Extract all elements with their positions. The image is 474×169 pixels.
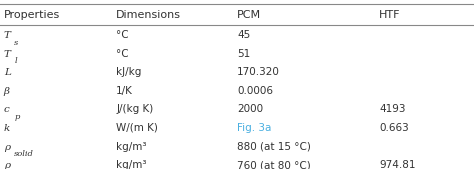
Text: k: k [4,124,10,133]
Text: °C: °C [116,30,129,40]
Text: PCM: PCM [237,10,261,20]
Text: kJ/kg: kJ/kg [116,67,142,77]
Text: °C: °C [116,49,129,59]
Text: ρ: ρ [4,161,10,169]
Text: Properties: Properties [4,10,60,20]
Text: kg/m³: kg/m³ [116,142,146,152]
Text: 1/K: 1/K [116,86,133,96]
Text: J/(kg K): J/(kg K) [116,104,154,114]
Text: ρ: ρ [4,143,10,152]
Text: Fig. 3a: Fig. 3a [237,123,272,133]
Text: W/(m K): W/(m K) [116,123,158,133]
Text: 760 (at 80 °C): 760 (at 80 °C) [237,160,311,169]
Text: Dimensions: Dimensions [116,10,181,20]
Text: kg/m³: kg/m³ [116,160,146,169]
Text: 0.0006: 0.0006 [237,86,273,96]
Text: 880 (at 15 °C): 880 (at 15 °C) [237,142,311,152]
Text: 974.81: 974.81 [379,160,416,169]
Text: 45: 45 [237,30,250,40]
Text: 170.320: 170.320 [237,67,280,77]
Text: 51: 51 [237,49,250,59]
Text: L: L [4,68,11,77]
Text: l: l [14,57,17,65]
Text: 0.663: 0.663 [379,123,409,133]
Text: T: T [4,50,11,59]
Text: p: p [14,113,19,121]
Text: HTF: HTF [379,10,401,20]
Text: solid: solid [14,150,34,158]
Text: β: β [4,87,10,96]
Text: c: c [4,105,9,114]
Text: 2000: 2000 [237,104,263,114]
Text: T: T [4,31,11,40]
Text: s: s [14,39,18,47]
Text: 4193: 4193 [379,104,406,114]
